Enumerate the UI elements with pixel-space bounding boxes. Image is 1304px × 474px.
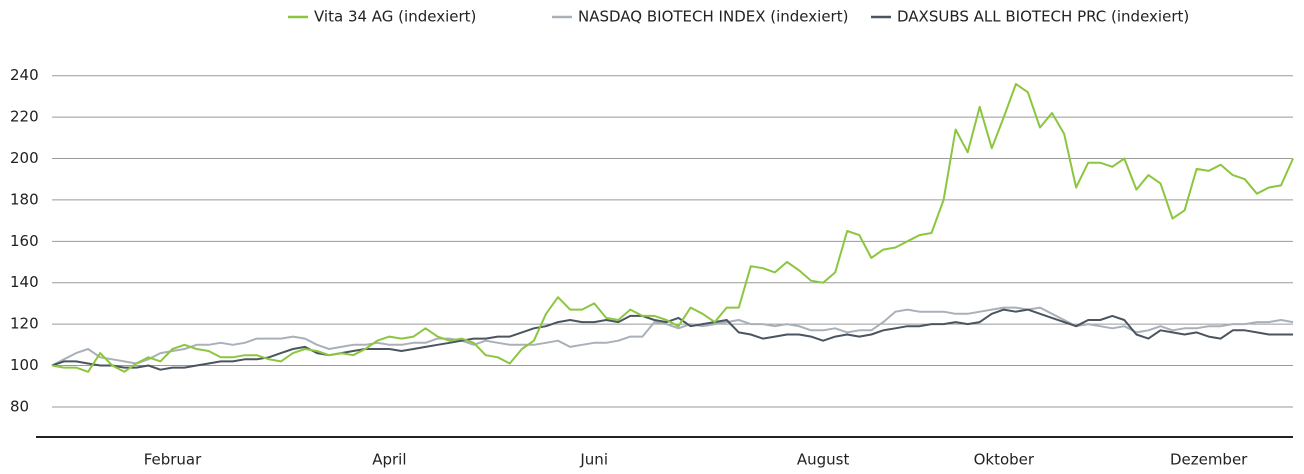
series-line xyxy=(51,306,1294,367)
x-tick-label: April xyxy=(372,451,406,469)
y-tick-label: 100 xyxy=(10,356,39,374)
x-tick-label: August xyxy=(797,451,850,469)
y-tick-label: 120 xyxy=(10,315,39,333)
x-tick-label: Dezember xyxy=(1170,451,1248,469)
y-tick-label: 160 xyxy=(10,232,39,250)
series-line xyxy=(51,308,1293,371)
x-tick-label: Juni xyxy=(579,451,608,469)
legend-label: Vita 34 AG (indexiert) xyxy=(314,8,476,26)
y-tick-label: 220 xyxy=(10,108,39,126)
y-tick-label: 200 xyxy=(10,149,39,167)
x-tick-label: Februar xyxy=(144,451,202,469)
legend-label: NASDAQ BIOTECH INDEX (indexiert) xyxy=(578,8,848,26)
legend-label: DAXSUBS ALL BIOTECH PRC (indexiert) xyxy=(897,8,1189,26)
y-tick-label: 140 xyxy=(10,273,39,291)
y-tick-label: 80 xyxy=(10,397,29,415)
x-tick-label: Oktober xyxy=(974,451,1035,469)
y-tick-label: 240 xyxy=(10,66,39,84)
y-tick-label: 180 xyxy=(10,190,39,208)
series-line xyxy=(51,83,1294,373)
